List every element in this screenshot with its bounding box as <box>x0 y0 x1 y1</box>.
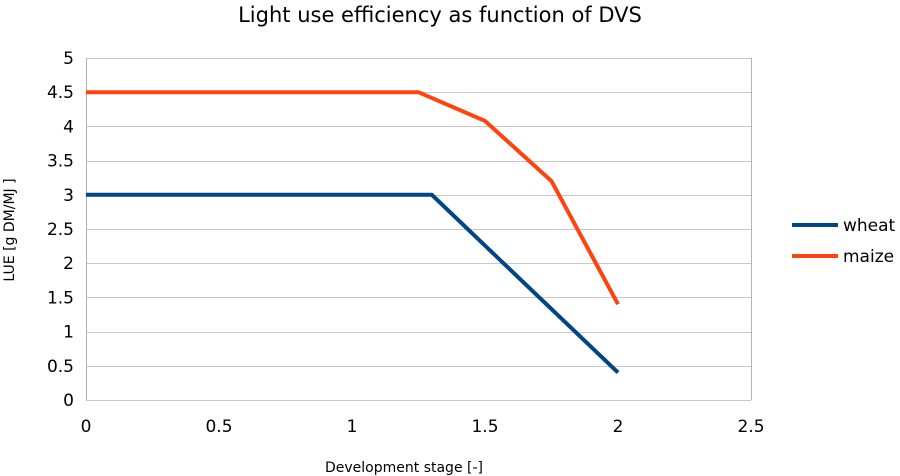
y-axis-ticks: 0 0.5 1 1.5 2 2.5 3 3.5 4 4.5 5 <box>47 49 74 411</box>
x-tick-label: 1.5 <box>471 417 498 437</box>
y-tick-label: 0 <box>63 391 74 411</box>
legend: wheat maize <box>792 216 896 267</box>
plot-area <box>86 90 620 375</box>
y-tick-label: 1 <box>63 323 74 343</box>
x-tick-label: 2 <box>613 417 624 437</box>
series-line-wheat <box>86 192 620 375</box>
y-axis-label: LUE [g DM/MJ ] <box>2 178 18 281</box>
y-tick-label: 4 <box>63 117 74 137</box>
y-tick-label: 2 <box>63 254 74 274</box>
x-tick-label: 2.5 <box>737 417 764 437</box>
grid <box>86 58 751 401</box>
legend-label-maize: maize <box>843 247 894 267</box>
chart-title: Light use efficiency as function of DVS <box>238 3 642 27</box>
x-axis-label: Development stage [-] <box>325 460 483 476</box>
x-tick-label: 0.5 <box>205 417 232 437</box>
y-tick-label: 2.5 <box>47 220 74 240</box>
y-tick-label: 3 <box>63 186 74 206</box>
x-tick-label: 0 <box>81 417 92 437</box>
series-line-maize <box>86 90 620 306</box>
y-tick-label: 5 <box>63 49 74 69</box>
x-tick-label: 1 <box>347 417 358 437</box>
axes <box>86 58 752 400</box>
y-tick-label: 0.5 <box>47 357 74 377</box>
y-tick-label: 3.5 <box>47 152 74 172</box>
y-tick-label: 1.5 <box>47 288 74 308</box>
y-tick-label: 4.5 <box>47 83 74 103</box>
x-axis-ticks: 0 0.5 1 1.5 2 2.5 <box>81 417 765 437</box>
legend-label-wheat: wheat <box>843 216 896 236</box>
